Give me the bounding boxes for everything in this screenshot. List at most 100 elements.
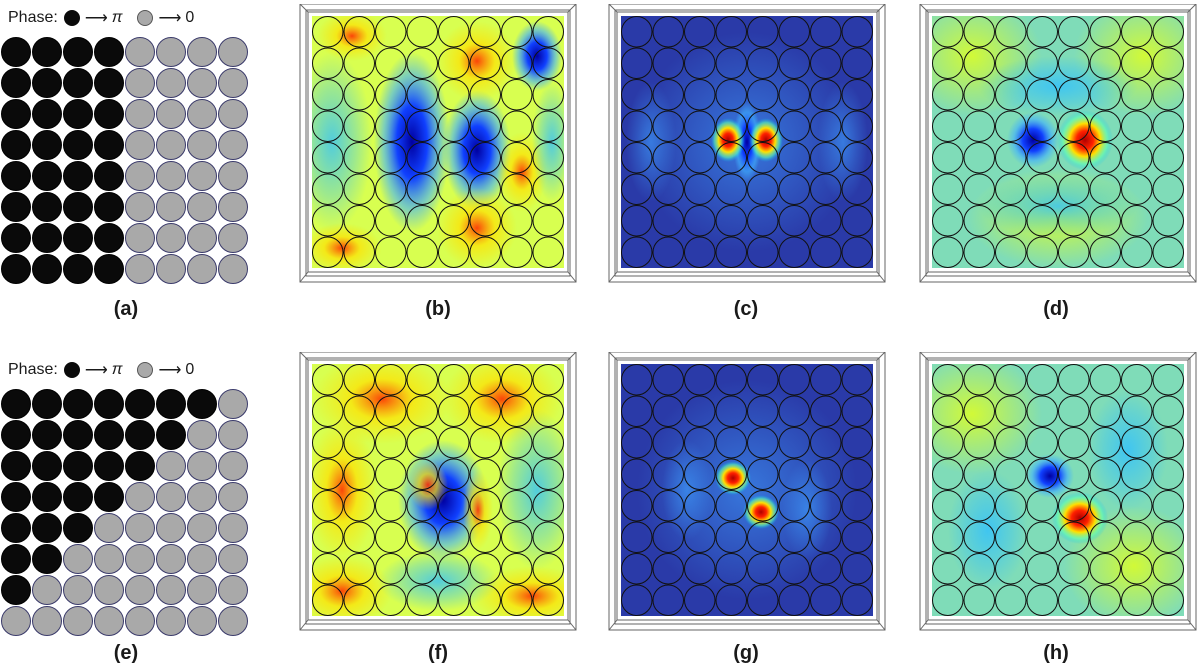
lattice-rod [1152,236,1184,268]
pi-phase-cell [1,451,31,481]
lattice-rod [1152,142,1184,174]
lattice-rod [995,79,1027,111]
lattice-rod [810,584,842,616]
lattice-rod [778,110,810,142]
lattice-rod [684,16,716,48]
lattice-rod [963,584,995,616]
field-lobe [378,551,498,611]
caption-b: (b) [425,298,451,320]
lattice-rod [810,16,842,48]
zero-phase-cell [156,606,186,636]
lattice-rod [1121,584,1153,616]
lattice-rod [375,16,407,48]
zero-phase-cell [218,254,248,284]
lattice-rod [1152,364,1184,396]
lattice-rod [1026,364,1058,396]
field-lobe [312,52,372,232]
field-lobe [733,102,761,182]
lattice-rod [810,236,842,268]
field-lobe [437,21,517,101]
lattice-rod [810,47,842,79]
lattice-rod [1026,236,1058,268]
lattice-rod [963,458,995,490]
pi-phase-cell [1,420,31,450]
zero-phase-cell [218,451,248,481]
lattice-rod [652,236,684,268]
lattice-rod [715,584,747,616]
zero-phase-cell [187,544,217,574]
lattice-rod [715,521,747,553]
lattice-rod [747,110,779,142]
lattice-rod [1089,395,1121,427]
lattice-rod [312,79,344,111]
pi-phase-cell [63,223,93,253]
zero-phase-cell [125,37,155,67]
lattice-rod [652,205,684,237]
lattice-rod [715,173,747,205]
field-lobe [374,52,450,232]
pi-phase-cell [125,451,155,481]
lattice-rod [438,205,470,237]
lattice-rod [932,458,964,490]
pi-phase-cell [63,389,93,419]
lattice-rod [501,395,533,427]
pi-phase-cell [32,37,62,67]
lattice-rod [621,584,653,616]
pi-phase-cell [63,513,93,543]
lattice-rod [375,205,407,237]
pi-phase-cell [63,254,93,284]
lattice-rod [995,110,1027,142]
lattice-rod [778,521,810,553]
lattice-rod [501,142,533,174]
zero-phase-cell [125,223,155,253]
pi-phase-cell [1,254,31,284]
legend-pi-value: π [111,9,123,26]
lattice-rod [469,47,501,79]
lattice-rod [652,47,684,79]
lattice-rod [684,79,716,111]
lattice-rod [810,110,842,142]
lattice-rod [312,490,344,522]
zero-phase-cell [125,575,155,605]
field-lobe [978,56,1138,116]
field-map-b [296,4,580,286]
lattice-rod [1026,553,1058,585]
simulation-box-frame [919,4,1197,283]
lattice-rod [469,584,501,616]
field-lobe [743,495,779,529]
lattice-rod [715,395,747,427]
pi-phase-cell [32,420,62,450]
lattice-rod [1152,110,1184,142]
lattice-rod [343,395,375,427]
pi-phase-dot-icon [63,10,80,26]
lattice-rod [1089,458,1121,490]
zero-phase-cell [218,575,248,605]
lattice-rod [312,427,344,459]
lattice-rod [532,142,564,174]
lattice-rod [995,205,1027,237]
lattice-rod [684,553,716,585]
zero-phase-cell [156,99,186,129]
pi-phase-cell [94,451,124,481]
pi-phase-cell [1,37,31,67]
lattice-rod [406,173,438,205]
lattice-rod [747,47,779,79]
lattice-rod [621,173,653,205]
lattice-rod [621,395,653,427]
lattice-rod [715,110,747,142]
pi-phase-dot-icon [63,362,80,378]
pi-phase-cell [1,68,31,98]
pi-phase-cell [94,99,124,129]
pi-phase-cell [32,161,62,191]
zero-phase-cell [218,513,248,543]
lattice-rod [375,521,407,553]
pi-phase-cell [1,513,31,543]
lattice-rod [1089,521,1121,553]
lattice-rod [778,490,810,522]
lattice-rod [1026,584,1058,616]
lattice-rod [1121,490,1153,522]
lattice-rod [406,521,438,553]
lattice-rod [652,79,684,111]
lattice-rod [501,47,533,79]
lattice-rod [469,490,501,522]
